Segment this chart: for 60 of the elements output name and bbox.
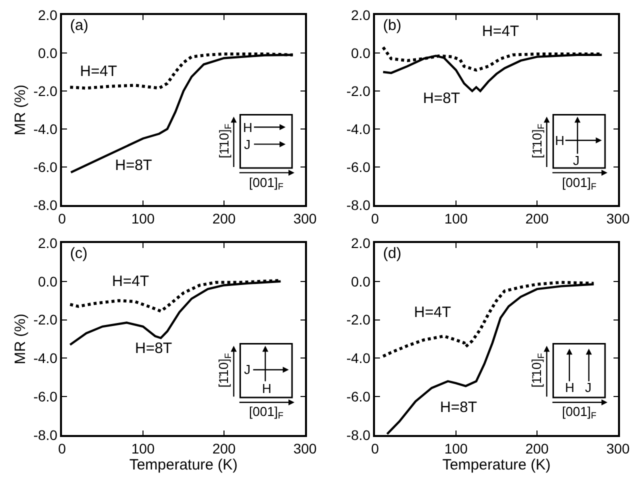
- annotation: (d): [383, 245, 402, 262]
- y-tick-label: 2.0: [38, 6, 58, 23]
- annotation: [001]$_{F}$: [249, 175, 284, 192]
- x-tick-label: 200: [212, 210, 236, 227]
- y-tick-label: 2.0: [350, 6, 371, 23]
- y-tick-label: -4.0: [33, 120, 58, 137]
- annotation: H=4T: [80, 63, 118, 80]
- y-tick-label: -8.0: [346, 196, 371, 213]
- annotation: [001]$_{F}$: [562, 404, 597, 421]
- y-tick-label: -2.0: [346, 82, 371, 99]
- annotation: (a): [70, 17, 88, 34]
- x-tick-label: 100: [131, 210, 155, 227]
- x-tick-label: 100: [444, 440, 468, 457]
- annotation: H=4T: [112, 273, 150, 290]
- y-tick-label: -6.0: [346, 388, 371, 404]
- y-tick-label: -6.0: [33, 388, 58, 404]
- x-tick-label: 300: [606, 210, 630, 227]
- annotation: H=8T: [440, 399, 478, 416]
- x-tick-label: 200: [212, 440, 236, 457]
- y-tick-label: 0.0: [38, 44, 58, 61]
- y-tick-label: -4.0: [346, 120, 371, 137]
- y-tick-label: -4.0: [33, 350, 58, 366]
- x-axis-title: Temperature (K): [442, 456, 551, 474]
- y-tick-label: -2.0: [346, 312, 371, 328]
- x-tick-label: 100: [131, 440, 155, 457]
- annotation: (c): [70, 245, 88, 262]
- x-tick-label: 100: [444, 210, 468, 227]
- y-tick-label: -6.0: [346, 158, 371, 175]
- x-tick-label: 0: [58, 440, 66, 457]
- annotation: H=8T: [115, 157, 152, 174]
- annotation: H=4T: [414, 304, 452, 321]
- annotation: H=8T: [135, 340, 172, 357]
- y-tick-label: -6.0: [33, 158, 58, 175]
- y-tick-label: 0.0: [350, 273, 371, 290]
- y-tick-label: -8.0: [346, 426, 371, 443]
- y-axis-title: MR (%): [12, 84, 30, 136]
- x-tick-label: 300: [293, 440, 317, 457]
- annotation: (b): [383, 17, 402, 34]
- y-tick-label: 2.0: [38, 234, 58, 251]
- y-tick-label: -8.0: [33, 426, 58, 443]
- annotation: [001]$_{F}$: [562, 175, 597, 192]
- y-tick-label: 0.0: [350, 44, 371, 61]
- y-tick-label: 0.0: [38, 273, 58, 290]
- y-axis-title: MR (%): [12, 314, 30, 364]
- x-tick-label: 300: [293, 210, 317, 227]
- y-tick-label: -4.0: [346, 350, 371, 366]
- y-tick-label: -2.0: [33, 312, 58, 328]
- y-tick-label: -8.0: [33, 196, 58, 213]
- x-tick-label: 0: [371, 210, 380, 227]
- annotation: H=4T: [482, 23, 520, 40]
- annotation: [001]$_{F}$: [249, 404, 284, 421]
- x-tick-label: 0: [371, 440, 380, 457]
- y-tick-label: 2.0: [350, 234, 371, 251]
- annotation: H=8T: [423, 90, 460, 107]
- x-axis-title: Temperature (K): [129, 456, 238, 474]
- x-tick-label: 200: [525, 210, 549, 227]
- x-tick-label: 200: [525, 440, 549, 457]
- y-tick-label: -2.0: [33, 82, 58, 99]
- x-tick-label: 0: [58, 210, 66, 227]
- x-tick-label: 300: [606, 440, 630, 457]
